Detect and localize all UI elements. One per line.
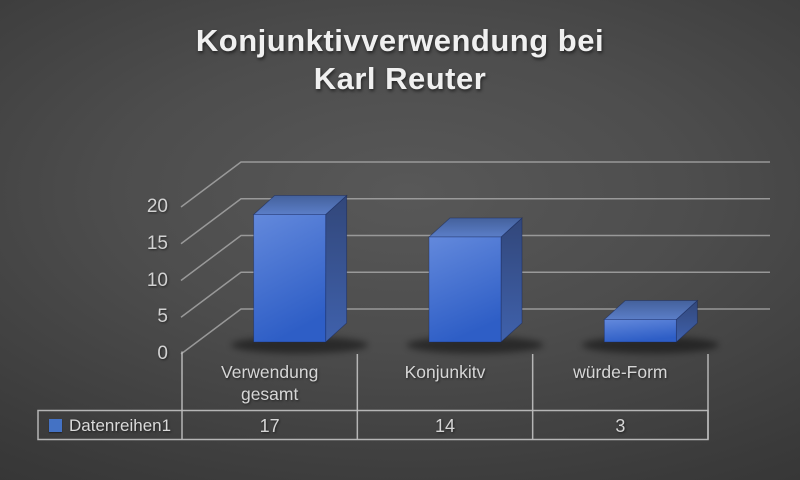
bars (252, 194, 699, 343)
bar-front-face (603, 319, 677, 343)
category-label-1-line0: Konjunkitv (404, 362, 486, 382)
legend-cell: Datenreihen1 (44, 412, 180, 439)
y-tick-label-20: 20 (146, 196, 168, 217)
chart-title-line1: Konjunktivverwendung bei (195, 23, 605, 58)
bar-side-face (325, 194, 348, 343)
y-tick-label-0: 0 (157, 343, 168, 364)
gridline-y0 (180, 308, 770, 355)
gridline-y10 (180, 234, 770, 282)
data-table-value-2: 3 (615, 416, 626, 436)
category-label-0-line0: Verwendung (221, 362, 319, 382)
bar-0-group (252, 194, 348, 343)
data-table-grid (37, 351, 709, 441)
legend-series-label: Datenreihen1 (69, 415, 172, 435)
category-label-2-line0: würde-Form (573, 362, 668, 382)
category-label-0-line1: gesamt (240, 384, 299, 404)
gridline-y20 (180, 161, 770, 208)
category-label-0: Verwendung gesamt (182, 361, 357, 405)
y-tick-label-15: 15 (146, 232, 168, 254)
category-label-2: würde-Form (533, 361, 708, 383)
gridline-y5 (180, 271, 770, 318)
chart-title-line2: Karl Reuter (313, 61, 487, 96)
y-tick-label-5: 5 (157, 306, 168, 328)
bar-1-group (427, 217, 524, 343)
gridline-y15 (180, 198, 770, 245)
legend-marker-icon (49, 419, 62, 432)
chart-title: Konjunktivverwendung bei Karl Reuter (0, 22, 800, 98)
table-value-row-box (37, 409, 709, 441)
bar-front-face (253, 214, 327, 343)
bar-side-face (500, 217, 523, 343)
y-tick-label-10: 10 (146, 269, 168, 291)
bar-2-group (603, 299, 699, 343)
gridlines (180, 161, 770, 355)
category-label-1: Konjunkitv (357, 361, 532, 383)
bar-front-face (428, 236, 502, 343)
data-table-value-0: 17 (259, 416, 280, 436)
data-table-value-1: 14 (434, 416, 455, 436)
